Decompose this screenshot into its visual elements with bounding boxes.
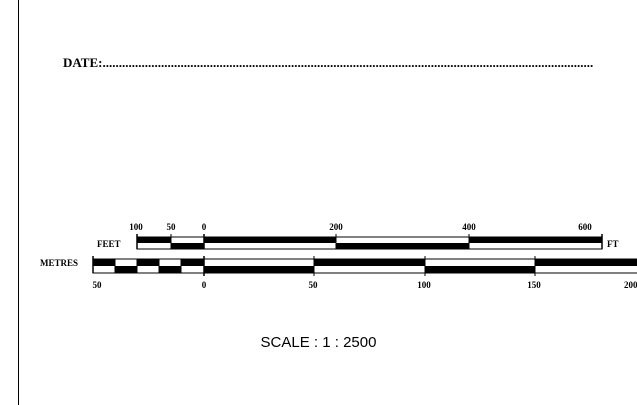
metres-tick-label-150: 150 (527, 280, 541, 290)
metres-bar-block (93, 259, 115, 266)
feet-bar-block (204, 237, 336, 243)
metres-tick-label-200: 200 (624, 280, 637, 290)
date-label: DATE: (63, 55, 103, 70)
feet-bar-block (171, 243, 204, 249)
metres-tick-label-50: 50 (309, 280, 319, 290)
feet-tick-label-100-left: 100 (129, 222, 143, 232)
feet-tick-label-50-left: 50 (167, 222, 177, 232)
feet-tick-label-600: 600 (578, 222, 592, 232)
feet-tick-label-0: 0 (202, 222, 207, 232)
scale-caption: SCALE : 1 : 2500 (260, 334, 377, 351)
date-field: DATE:...................................… (63, 55, 593, 71)
metres-bar-block (181, 259, 204, 266)
feet-unit-label: FT (607, 239, 619, 249)
date-fill-dots: ........................................… (102, 55, 594, 70)
feet-tick-label-400: 400 (462, 222, 476, 232)
metres-bar-block (535, 259, 637, 266)
metres-scale: METRES 50 0 (40, 256, 637, 290)
metres-bar-block (115, 266, 137, 273)
feet-tick-label-200: 200 (329, 222, 343, 232)
feet-bar-block (137, 237, 171, 243)
metres-tick-label-0: 0 (202, 280, 207, 290)
feet-scale: 100 50 0 200 400 600 FEET FT (97, 222, 619, 250)
metres-bar-block (137, 259, 159, 266)
metres-label: METRES (40, 258, 78, 268)
metres-tick-label-50-left: 50 (93, 280, 103, 290)
feet-label: FEET (97, 239, 121, 249)
metres-bar-block (425, 266, 535, 273)
metres-tick-label-100: 100 (417, 280, 431, 290)
sheet-border-line (18, 0, 19, 405)
metres-bar-block (314, 259, 425, 266)
metres-bar-block (159, 266, 181, 273)
metres-bar-block (204, 266, 314, 273)
feet-bar-block (336, 243, 469, 249)
feet-bar-block (469, 237, 602, 243)
